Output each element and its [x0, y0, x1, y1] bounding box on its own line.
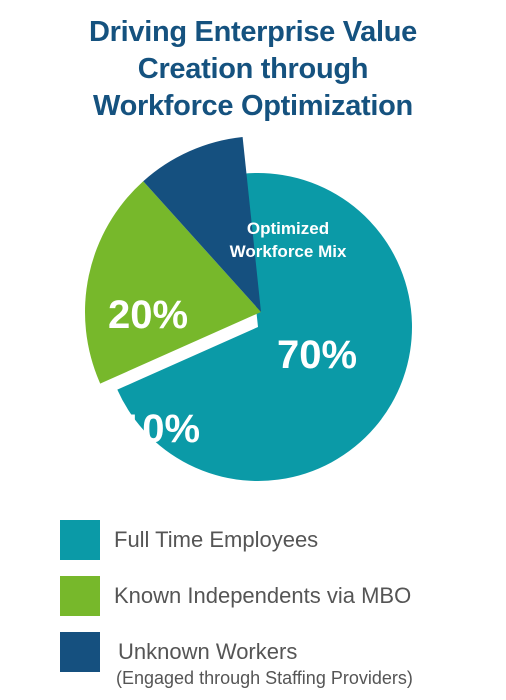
title-line-3: Workforce Optimization	[93, 90, 413, 122]
slice-label-full-time: 70%	[277, 333, 357, 377]
slice-independents	[85, 181, 261, 384]
pie-annotation-line-2: Workforce Mix	[230, 242, 347, 261]
pie-slices	[85, 136, 413, 482]
slice-label-independents: 20%	[108, 293, 188, 337]
legend-swatch-unknown	[60, 632, 100, 672]
pie-chart: Optimized Workforce Mix 70% 20% 10%	[85, 136, 413, 482]
title-line-1: Driving Enterprise Value	[88, 16, 418, 48]
legend-swatch-independents	[60, 576, 100, 616]
pie-annotation-line-1: Optimized	[247, 219, 329, 238]
legend-label-unknown: Unknown Workers	[118, 639, 298, 664]
legend-item-independents: Known Independents via MBO	[60, 576, 500, 626]
chart-title: Driving Enterprise Value Creation throug…	[0, 14, 506, 125]
legend-item-unknown: Unknown Workers (Engaged through Staffin…	[60, 632, 500, 692]
legend-label-full-time: Full Time Employees	[114, 527, 319, 552]
slice-label-unknown: 10%	[120, 407, 200, 451]
legend-item-full-time: Full Time Employees	[60, 520, 500, 570]
legend-label-independents: Known Independents via MBO	[114, 583, 412, 608]
title-line-2: Creation through	[137, 53, 369, 85]
slice-unknown	[143, 136, 261, 312]
slice-full-time	[117, 173, 413, 482]
legend-sublabel-unknown: (Engaged through Staffing Providers)	[116, 668, 413, 688]
legend-swatch-full-time	[60, 520, 100, 560]
